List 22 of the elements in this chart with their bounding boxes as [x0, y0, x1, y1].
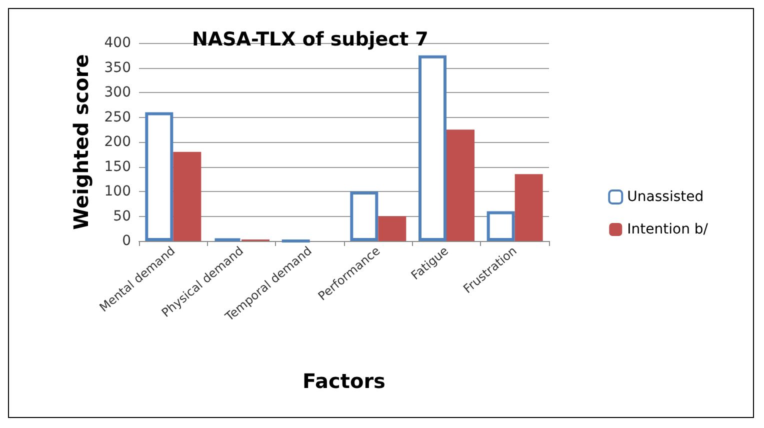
y-tick-label: 0 — [122, 233, 131, 249]
y-tick-label: 100 — [104, 184, 131, 200]
legend-label: Unassisted — [627, 189, 704, 205]
bar — [350, 192, 378, 241]
bar — [486, 211, 515, 241]
bar — [173, 152, 202, 241]
chart-title: NASA-TLX of subject 7 — [192, 28, 428, 50]
y-tick-label: 50 — [113, 208, 131, 224]
y-tick-label: 300 — [104, 84, 131, 100]
x-axis-title: Factors — [302, 369, 386, 393]
legend-label: Intention b/ — [627, 222, 708, 238]
y-axis-title: Weighted score — [69, 54, 93, 230]
bar — [514, 174, 543, 241]
y-tick-label: 250 — [104, 109, 131, 126]
y-tick-label: 200 — [104, 134, 131, 150]
y-tick-label: 400 — [104, 35, 131, 51]
bar — [378, 216, 406, 241]
y-tick-label: 150 — [104, 158, 131, 175]
y-tick-label: 350 — [104, 60, 131, 76]
bar — [446, 130, 474, 241]
bar — [418, 55, 446, 241]
bar — [145, 112, 174, 241]
